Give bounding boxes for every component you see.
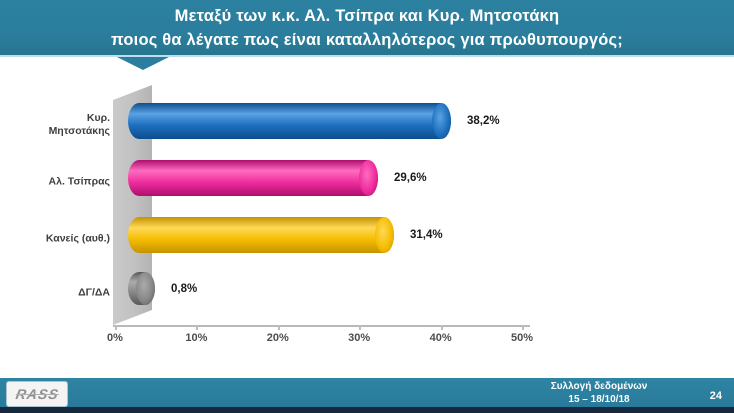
category-label-line: Αλ. Τσίπρας — [48, 175, 110, 188]
category-label-line: Κανείς (αυθ.) — [45, 232, 110, 245]
title-banner: Μεταξύ των κ.κ. Αλ. Τσίπρα και Κυρ. Μητσ… — [0, 0, 734, 57]
x-tick-label: 40% — [429, 332, 452, 344]
bar-cylinder — [128, 103, 451, 139]
bar-cylinder — [128, 272, 155, 305]
category-label-line: Κυρ. — [86, 112, 110, 124]
bar-end-cap — [375, 217, 394, 253]
bar-body — [128, 217, 394, 253]
category-label: Κανείς (αυθ.) — [0, 233, 110, 246]
bar-cylinder — [128, 160, 378, 196]
x-tick-mark — [277, 325, 280, 330]
collection-label: Συλλογή δεδομένων — [550, 381, 648, 392]
x-tick-label: 50% — [510, 332, 534, 344]
category-label: ΔΓ/ΔΑ — [0, 286, 110, 299]
footer-bottom-strip — [0, 407, 734, 413]
bar-value-label: 29,6% — [394, 172, 427, 184]
footer-bar — [0, 378, 734, 407]
bar-end-cap — [432, 103, 451, 139]
bar-end-cap — [136, 272, 155, 305]
rass-logo: RASS — [6, 381, 68, 407]
bar-end-cap — [359, 160, 378, 196]
collection-date-range: 15 – 18/10/18 — [568, 394, 630, 405]
x-tick-mark — [115, 325, 117, 330]
title-line-2: ποιος θα λέγατε πως είναι καταλληλότερος… — [111, 30, 623, 49]
x-tick-mark — [359, 325, 362, 330]
bar-body — [128, 160, 378, 196]
category-label-line: Μητσοτάκης — [48, 125, 110, 137]
category-label-line: ΔΓ/ΔΑ — [78, 286, 110, 298]
bar-cylinder — [128, 217, 394, 253]
bar-body — [128, 103, 451, 139]
x-axis — [113, 325, 530, 327]
rass-logo-text: RASS — [14, 386, 60, 402]
x-tick-label: 0% — [107, 332, 123, 344]
x-tick-label: 10% — [185, 332, 208, 344]
x-tick-label: 30% — [348, 332, 371, 344]
footer-data-collection: Συλλογή δεδομένων 15 – 18/10/18 — [509, 380, 689, 406]
category-label: Αλ. Τσίπρας — [0, 176, 110, 189]
page-number: 24 — [709, 390, 722, 402]
x-tick-mark — [196, 325, 199, 330]
category-label: Κυρ. Μητσοτάκης — [0, 112, 110, 138]
bar-value-label: 38,2% — [467, 115, 500, 127]
title-line-1: Μεταξύ των κ.κ. Αλ. Τσίπρα και Κυρ. Μητσ… — [174, 6, 560, 25]
banner-pointer-triangle — [117, 57, 169, 70]
bar-value-label: 0,8% — [171, 282, 198, 295]
x-tick-label: 20% — [266, 332, 289, 344]
bar-value-label: 31,4% — [410, 229, 443, 241]
x-tick-mark — [522, 325, 524, 330]
x-tick-mark — [440, 325, 443, 330]
